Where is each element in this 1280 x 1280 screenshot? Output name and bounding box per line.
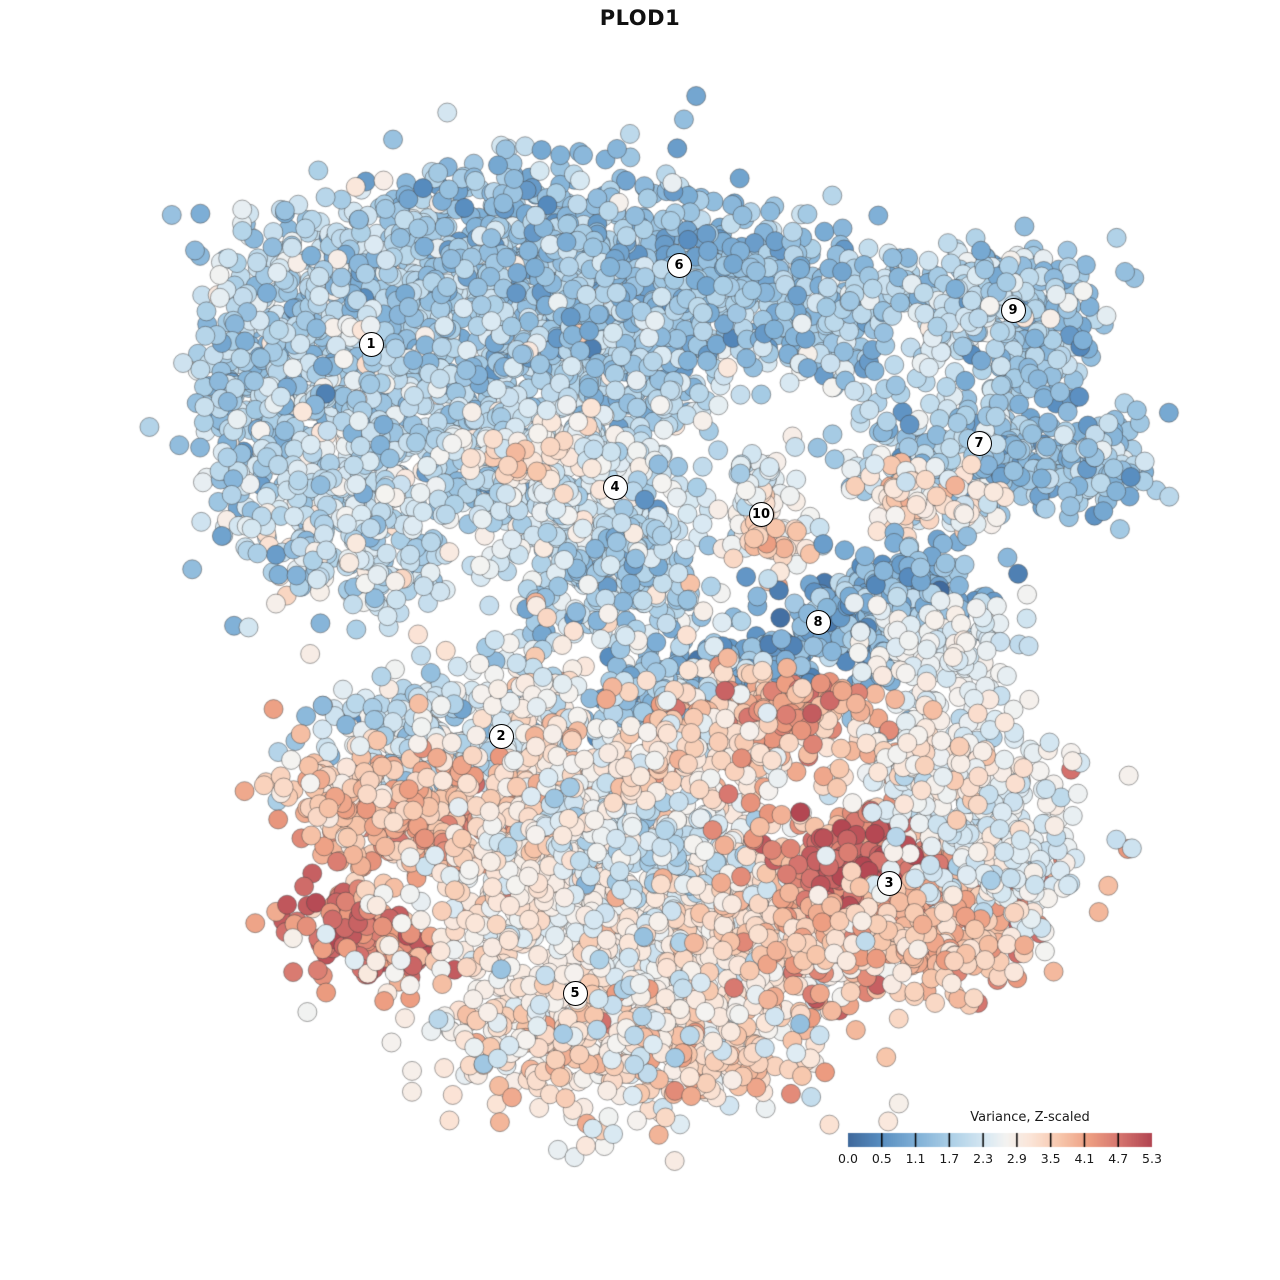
legend-tick-label: 5.3 [1142,1151,1162,1166]
cluster-badge-8: 8 [805,609,831,635]
legend-tick-label: 4.1 [1074,1151,1095,1166]
cluster-badge-3: 3 [876,870,902,896]
cluster-badge-5: 5 [562,980,588,1006]
legend-tick-label: 2.3 [973,1151,994,1166]
legend-tick-label: 1.1 [905,1151,926,1166]
cluster-badge-10: 10 [748,501,774,527]
legend-tick-label: 2.9 [1006,1151,1027,1166]
cluster-badge-4: 4 [602,474,628,500]
legend-tick-label: 3.5 [1040,1151,1061,1166]
legend-tick-label: 1.7 [939,1151,960,1166]
cluster-badge-9: 9 [1000,297,1026,323]
legend-tick-label: 0.0 [838,1151,858,1166]
legend-tick-label: 0.5 [871,1151,892,1166]
cluster-badge-6: 6 [666,252,692,278]
cluster-badge-1: 1 [358,331,384,357]
cluster-badge-7: 7 [966,430,992,456]
cluster-badge-2: 2 [488,723,514,749]
colorbar-legend-title: Variance, Z-scaled [970,1110,1090,1125]
legend-tick-label: 4.7 [1108,1151,1129,1166]
